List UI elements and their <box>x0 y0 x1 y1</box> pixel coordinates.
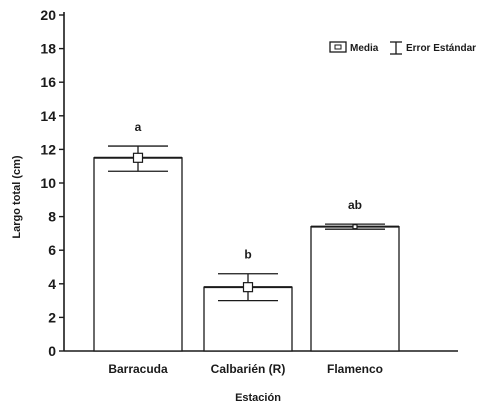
y-tick-label-14: 14 <box>40 108 56 124</box>
y-tick-label-10: 10 <box>40 175 56 191</box>
y-tick-label-18: 18 <box>40 41 56 57</box>
bar-0 <box>93 157 183 352</box>
y-tick-label-8: 8 <box>48 209 56 225</box>
bar-2 <box>310 226 400 352</box>
y-tick-label-6: 6 <box>48 242 56 258</box>
y-tick-label-0: 0 <box>48 343 56 359</box>
y-axis-title: Largo total (cm) <box>11 155 23 238</box>
legend-error-label: Error Estándar <box>406 43 476 54</box>
mean-marker-1 <box>242 282 254 293</box>
y-tick-label-16: 16 <box>40 74 56 90</box>
category-label-1: Calbarién (R) <box>211 362 286 376</box>
significance-label-2: ab <box>348 198 362 212</box>
mean-marker-0 <box>132 152 144 163</box>
y-axis-ticks: 0 2 4 6 8 10 12 14 16 18 20 <box>40 7 64 359</box>
x-axis-title: Estación <box>235 392 281 404</box>
bars-group <box>93 156 400 352</box>
legend-mean-label: Media <box>350 43 379 54</box>
significance-label-0: a <box>135 120 142 134</box>
mean-markers-group <box>132 152 358 293</box>
legend-error-bar-icon <box>390 41 402 55</box>
mean-marker-2 <box>352 224 358 230</box>
y-tick-label-4: 4 <box>48 276 56 292</box>
category-label-2: Flamenco <box>327 362 383 376</box>
category-labels-group: Barracuda Calbarién (R) Flamenco <box>108 362 383 376</box>
legend-mean-square-icon <box>334 44 342 50</box>
significance-label-1: b <box>244 248 251 262</box>
category-label-0: Barracuda <box>108 362 168 376</box>
legend: Media Error Estándar <box>329 41 476 55</box>
y-tick-label-20: 20 <box>40 7 56 23</box>
y-tick-label-12: 12 <box>40 141 56 157</box>
y-tick-label-2: 2 <box>48 309 56 325</box>
